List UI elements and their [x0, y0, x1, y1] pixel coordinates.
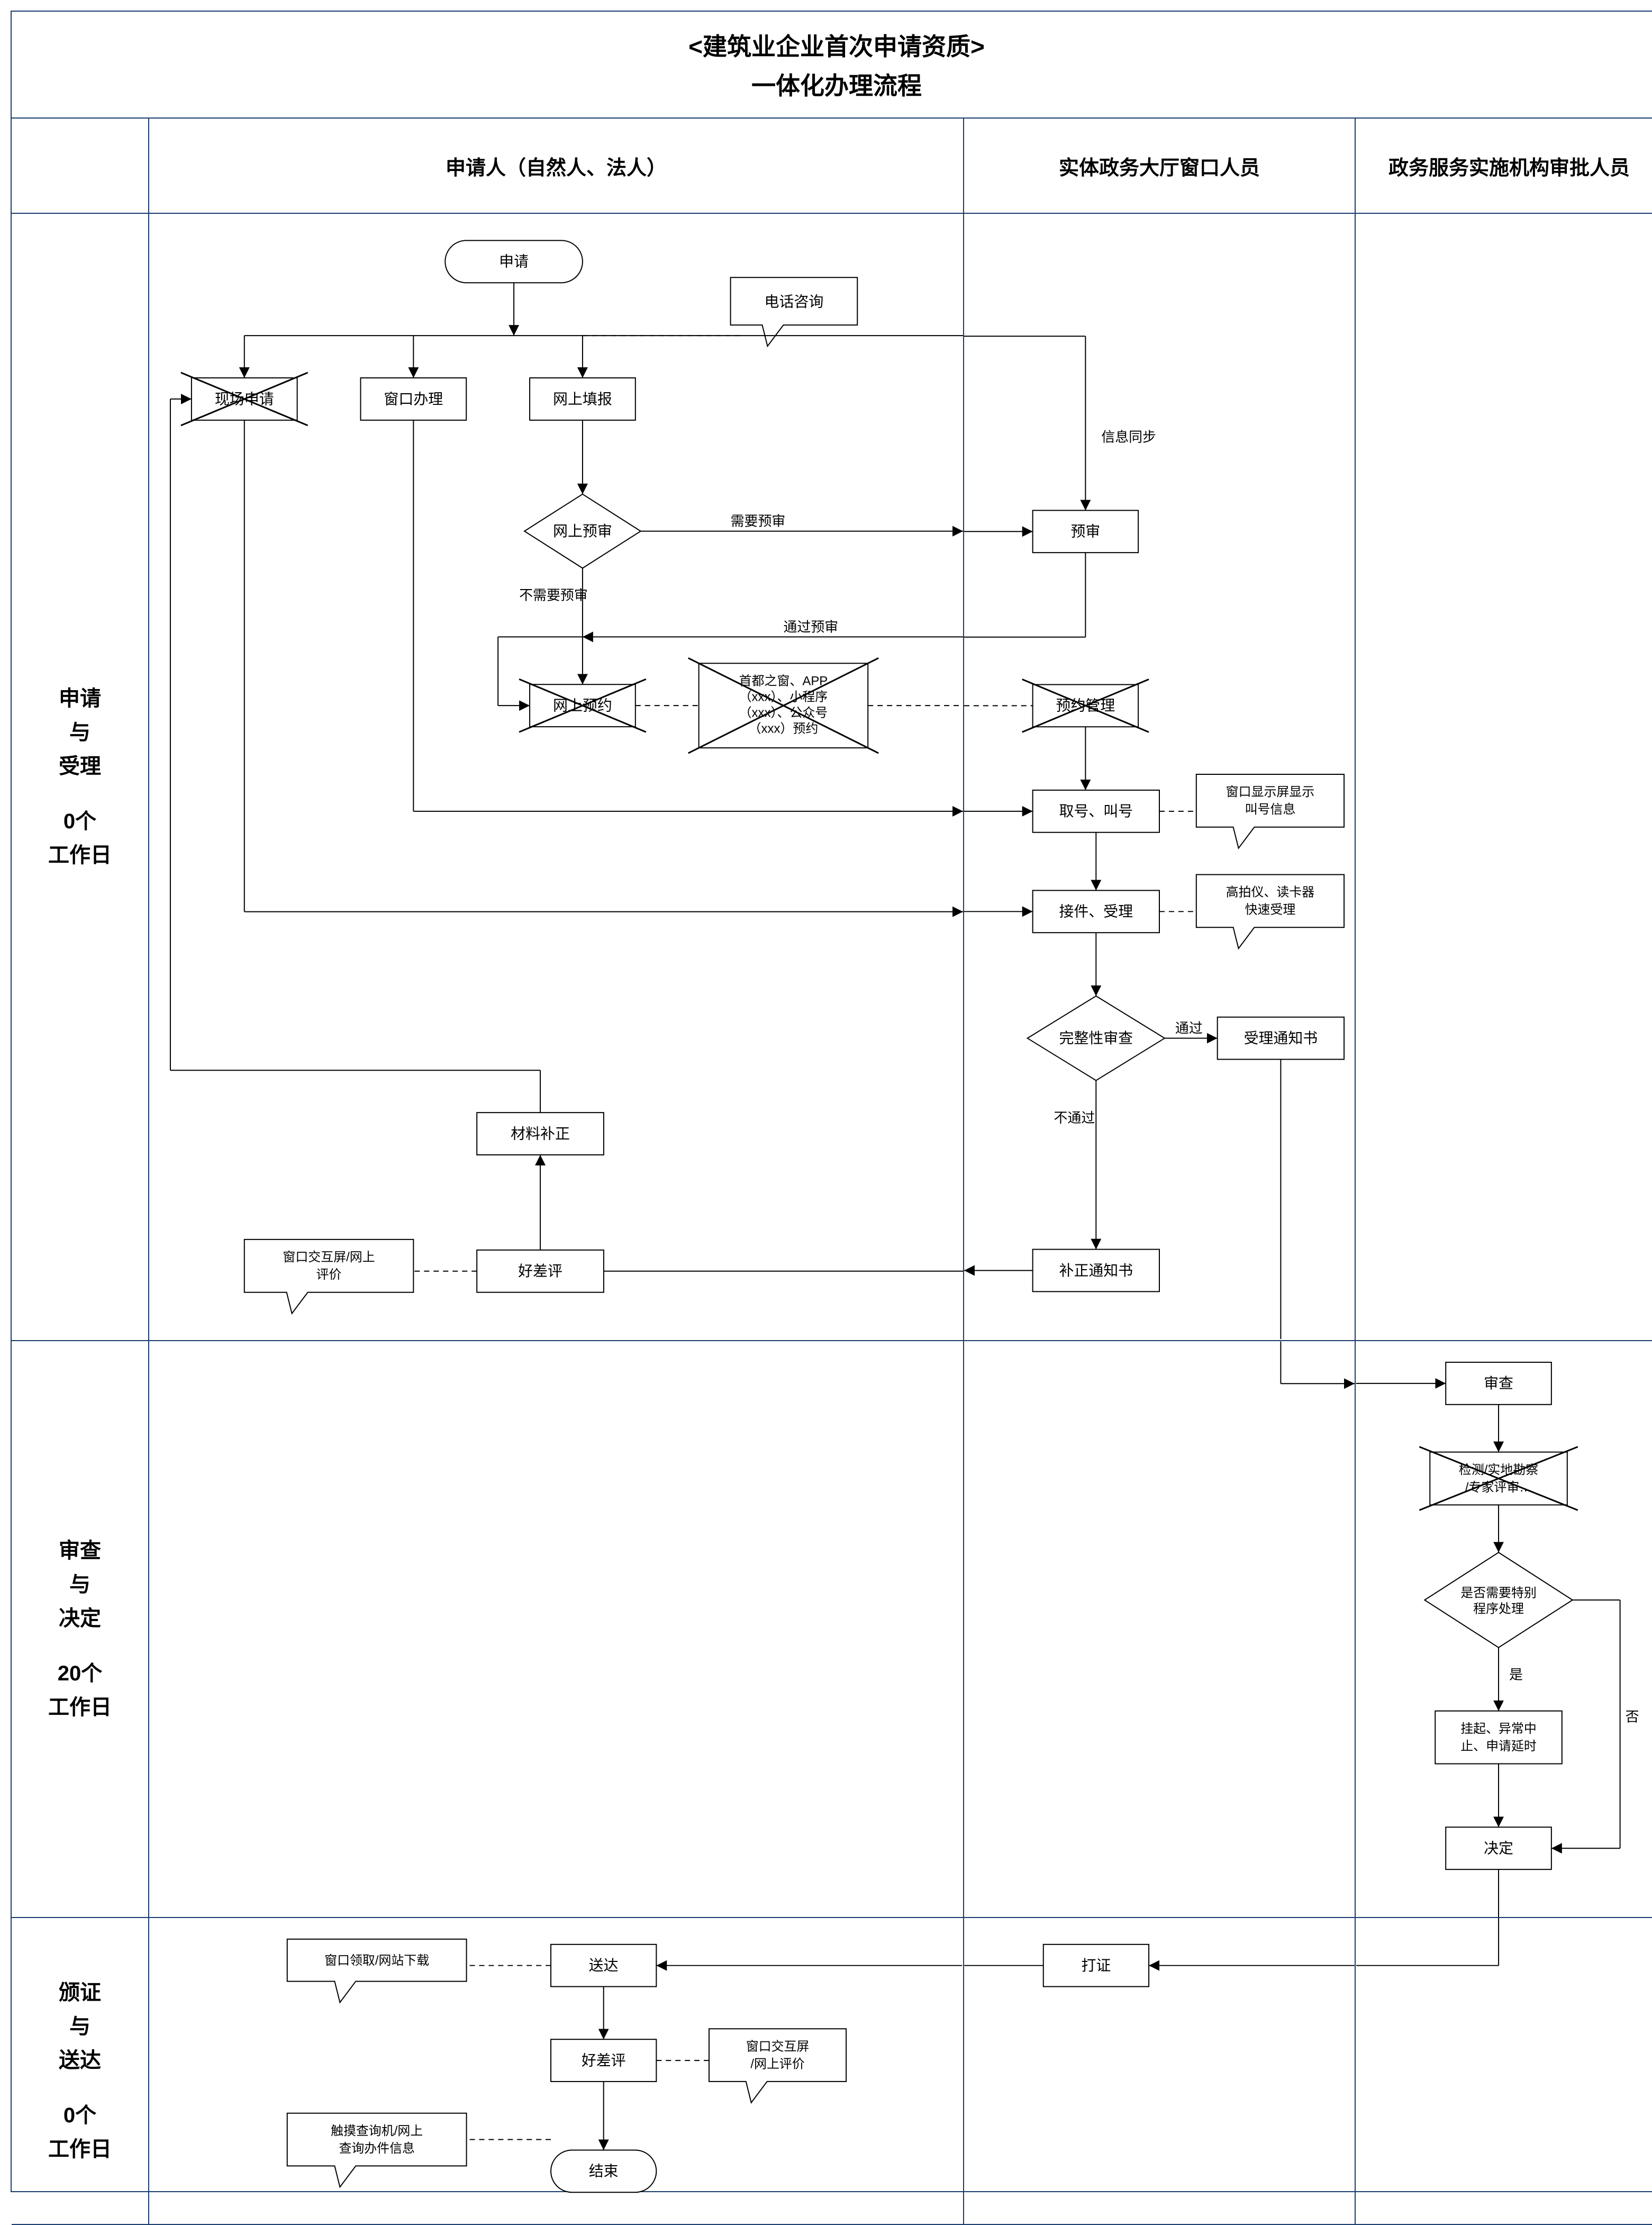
- node-decision-label: 决定: [1484, 1840, 1513, 1857]
- svg-text:评价: 评价: [316, 1268, 342, 1282]
- col-header-window: 实体政务大厅窗口人员: [964, 119, 1356, 214]
- svg-text:否: 否: [1626, 1710, 1639, 1725]
- svg-text:触摸查询机/网上: 触摸查询机/网上: [331, 2124, 423, 2138]
- svg-text:窗口显示屏显示: 窗口显示屏显示: [1226, 785, 1314, 799]
- svg-text:（xxx）预约: （xxx）预约: [749, 721, 819, 736]
- svg-text:信息同步: 信息同步: [1101, 430, 1156, 445]
- svg-text:程序处理: 程序处理: [1473, 1602, 1524, 1616]
- svg-text:需要预审: 需要预审: [731, 513, 786, 529]
- row-label-apply: 申请 与 受理 0个 工作日: [12, 214, 149, 1341]
- svg-window-r1: 预审 预约管理 取号、叫号 窗口显示屏显示 叫号信息 接件、受理 高拍仪、读卡: [964, 214, 1355, 1340]
- svg-text:通过: 通过: [1175, 1021, 1203, 1036]
- svg-text:快速受理: 快速受理: [1245, 903, 1296, 917]
- node-phone-label: 电话咨询: [765, 294, 824, 310]
- node-end-label: 结束: [589, 2163, 619, 2179]
- lane-window-r3: 打证: [964, 1918, 1356, 2225]
- lane-approval-r1: [1356, 214, 1652, 1341]
- title-sub: 一体化办理流程: [28, 67, 1646, 102]
- node-completeness-label: 完整性审查: [1059, 1030, 1133, 1046]
- svg-applicant-r1: 申请 电话咨询 现场申请 窗口办理 网上填报 网上预审: [149, 214, 963, 1340]
- node-review-label: 审查: [1484, 1375, 1513, 1391]
- row-label-review: 审查 与 决定 20个 工作日: [12, 1341, 149, 1918]
- title-area: <建筑业企业首次申请资质> 一体化办理流程: [12, 12, 1652, 119]
- col-header-applicant: 申请人（自然人、法人）: [149, 119, 964, 214]
- node-apply-label: 申请: [499, 254, 529, 270]
- svg-text:窗口交互屏: 窗口交互屏: [746, 2039, 810, 2054]
- node-deliver-label: 送达: [589, 1957, 619, 1974]
- svg-text:（xxx）、小程序: （xxx）、小程序: [739, 690, 828, 704]
- node-correct-notice-label: 补正通知书: [1059, 1262, 1133, 1279]
- svg-text:挂起、异常中: 挂起、异常中: [1460, 1722, 1537, 1736]
- title-main: <建筑业企业首次申请资质>: [28, 28, 1646, 62]
- svg-text:窗口交互屏/网上: 窗口交互屏/网上: [283, 1250, 375, 1264]
- lane-applicant-r2: [149, 1341, 964, 1918]
- node-material-correct-label: 材料补正: [511, 1126, 570, 1142]
- node-receive-label: 接件、受理: [1059, 903, 1133, 920]
- lane-window-r1: 预审 预约管理 取号、叫号 窗口显示屏显示 叫号信息 接件、受理 高拍仪、读卡: [964, 214, 1356, 1341]
- node-suspend: [1435, 1711, 1562, 1764]
- svg-text:是否需要特别: 是否需要特别: [1460, 1586, 1537, 1600]
- lane-approval-r2: 审查 检测/实地勘察 /专家评审… 是否需要特别 程序处理 挂起、异常中 止、申…: [1356, 1341, 1652, 1918]
- node-print-cert-label: 打证: [1082, 1957, 1111, 1974]
- node-preaudit-label: 预审: [1070, 523, 1100, 540]
- svg-text:窗口领取/网站下载: 窗口领取/网站下载: [324, 1953, 429, 1968]
- svg-window-r3: 打证: [964, 1918, 1355, 2224]
- corner-cell: [12, 119, 149, 214]
- svg-text:不需要预审: 不需要预审: [519, 587, 588, 603]
- svg-text:高拍仪、读卡器: 高拍仪、读卡器: [1226, 885, 1315, 900]
- lane-applicant-r1: 申请 电话咨询 现场申请 窗口办理 网上填报 网上预审: [149, 214, 964, 1341]
- lane-approval-r3: [1356, 1918, 1652, 2225]
- node-online-preaudit-label: 网上预审: [553, 523, 612, 539]
- svg-text:不通过: 不通过: [1054, 1110, 1095, 1126]
- svg-text:查询办件信息: 查询办件信息: [339, 2141, 414, 2156]
- lane-applicant-r3: 送达 窗口领取/网站下载 好差评 窗口交互屏 /网上评价 触摸查询机/网上 查询…: [149, 1918, 964, 2225]
- svg-text:是: 是: [1509, 1668, 1523, 1683]
- svg-approval-r2: 审查 检测/实地勘察 /专家评审… 是否需要特别 程序处理 挂起、异常中 止、申…: [1356, 1341, 1652, 1917]
- node-deliver-callout: [287, 1939, 467, 2003]
- node-accept-notice-label: 受理通知书: [1244, 1030, 1318, 1046]
- svg-text:通过预审: 通过预审: [783, 619, 838, 635]
- svg-text:检测/实地勘察: 检测/实地勘察: [1459, 1463, 1538, 1477]
- lane-window-r2: [964, 1341, 1356, 1918]
- row-label-deliver: 颁证 与 送达 0个 工作日: [12, 1918, 149, 2225]
- svg-text:/网上评价: /网上评价: [750, 2057, 804, 2071]
- svg-applicant-r3: 送达 窗口领取/网站下载 好差评 窗口交互屏 /网上评价 触摸查询机/网上 查询…: [149, 1918, 963, 2224]
- swimlane-grid: 申请人（自然人、法人） 实体政务大厅窗口人员 政务服务实施机构审批人员 申请 与…: [12, 119, 1652, 2225]
- svg-text:（xxx）、公众号: （xxx）、公众号: [739, 706, 828, 720]
- node-take-number-label: 取号、叫号: [1059, 803, 1133, 819]
- svg-text:叫号信息: 叫号信息: [1245, 802, 1296, 817]
- node-window-handle-label: 窗口办理: [384, 391, 443, 407]
- flowchart-page: <建筑业企业首次申请资质> 一体化办理流程 申请人（自然人、法人） 实体政务大厅…: [11, 11, 1652, 2192]
- svg-text:首都之窗、APP: 首都之窗、APP: [739, 674, 828, 689]
- col-header-approval: 政务服务实施机构审批人员: [1356, 119, 1652, 214]
- node-rating2-label: 好差评: [582, 2052, 626, 2068]
- svg-text:止、申请延时: 止、申请延时: [1460, 1739, 1537, 1753]
- node-rating1-label: 好差评: [518, 1263, 562, 1279]
- node-online-fill-label: 网上填报: [553, 391, 612, 407]
